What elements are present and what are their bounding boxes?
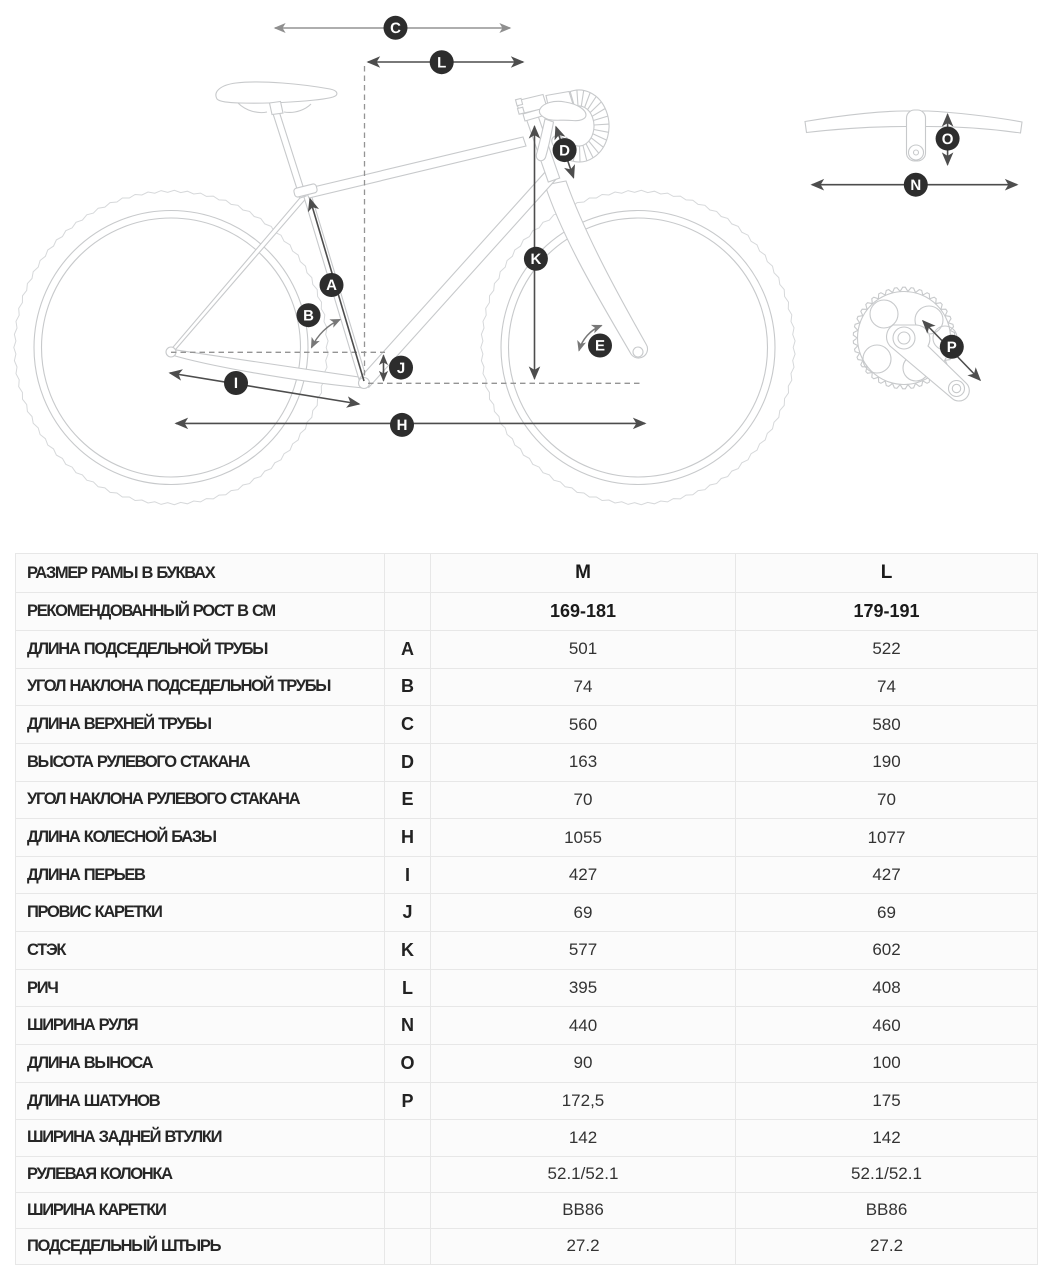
svg-text:B: B [303,307,314,324]
svg-text:A: A [326,277,337,294]
svg-text:K: K [530,251,541,268]
svg-text:L: L [437,54,446,71]
svg-text:E: E [595,338,605,355]
svg-text:N: N [910,177,921,194]
svg-text:I: I [234,375,238,392]
svg-text:J: J [397,360,405,377]
svg-text:C: C [390,20,401,37]
svg-text:P: P [947,339,957,356]
svg-text:H: H [397,417,408,434]
svg-text:O: O [942,131,954,148]
svg-text:D: D [559,142,570,159]
